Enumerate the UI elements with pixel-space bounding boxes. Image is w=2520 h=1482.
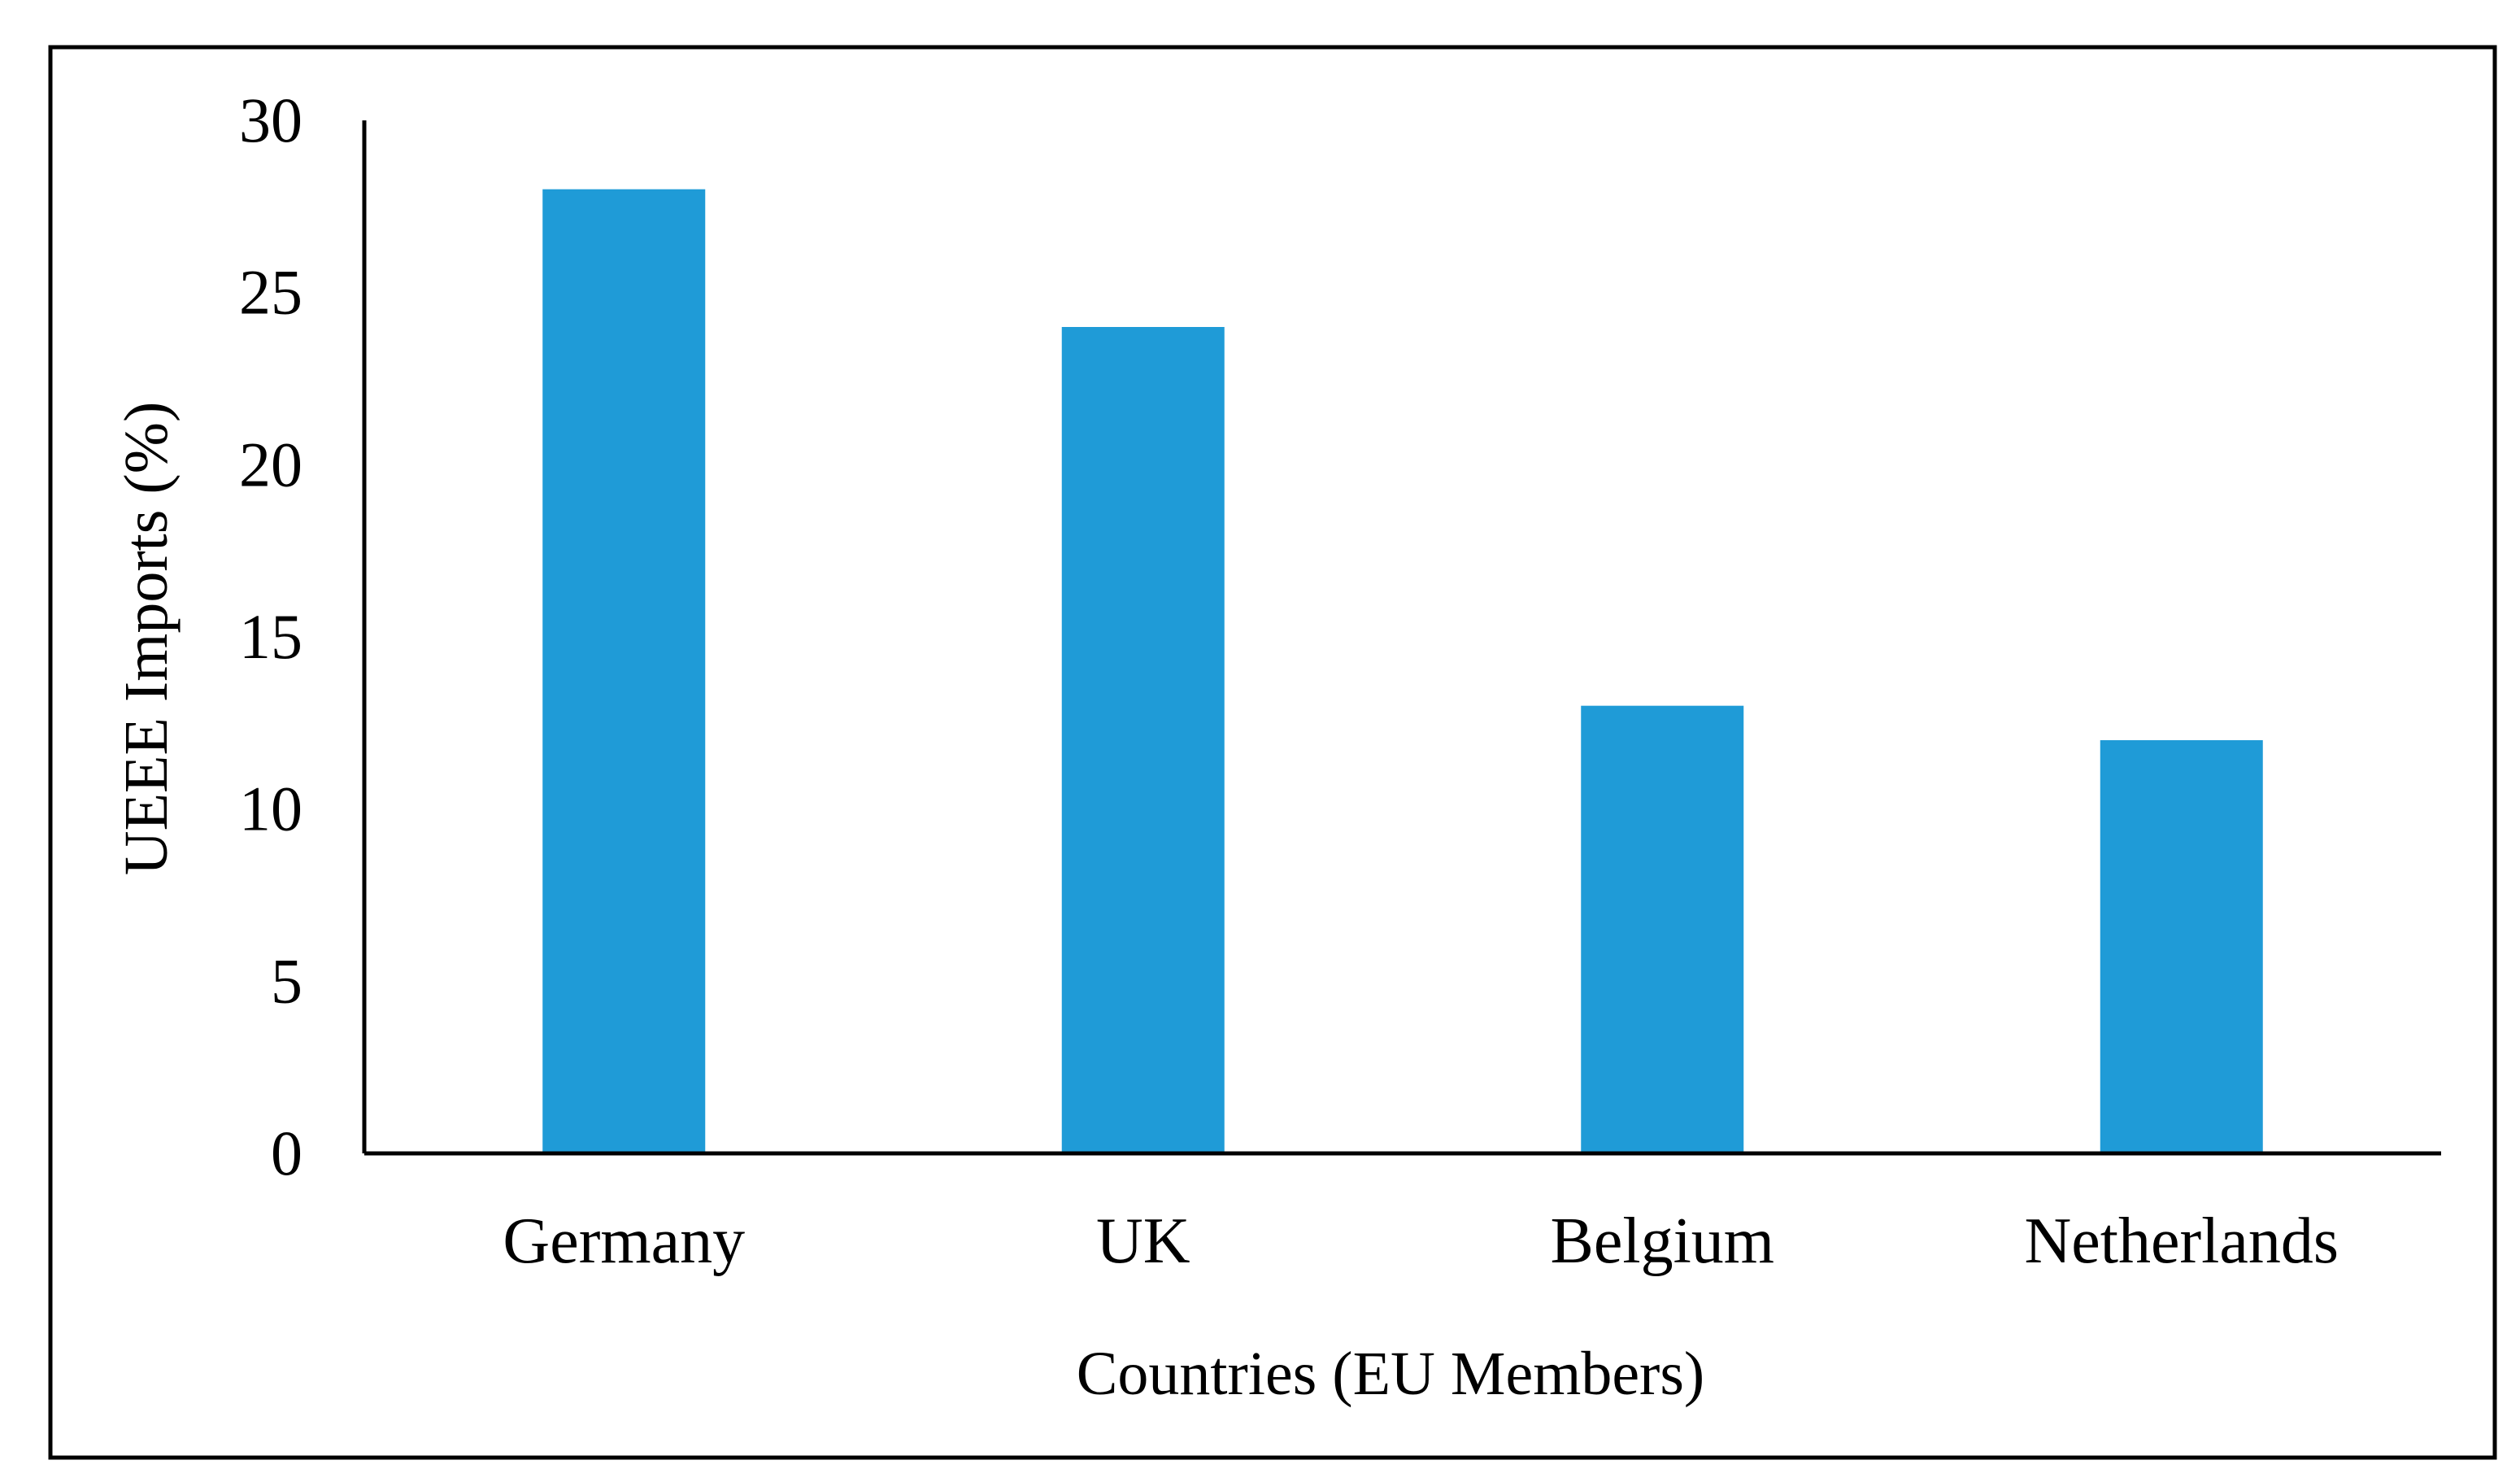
- y-tick-label: 10: [239, 774, 302, 844]
- x-tick-labels: Germany UK Belgium Netherlands: [503, 1205, 2339, 1277]
- bar-uk: [1061, 327, 1225, 1153]
- y-tick-labels: 0 5 10 15 20 25 30: [239, 85, 302, 1188]
- x-tick-label: Netherlands: [2024, 1205, 2339, 1277]
- y-tick-label: 5: [271, 945, 302, 1016]
- y-tick-label: 15: [239, 601, 302, 672]
- bars: [542, 189, 2263, 1154]
- bar-netherlands: [2100, 740, 2263, 1153]
- y-tick-label: 0: [271, 1118, 302, 1188]
- y-tick-label: 25: [239, 257, 302, 328]
- chart-frame: [48, 45, 2497, 1460]
- x-tick-label: Belgium: [1550, 1205, 1774, 1277]
- y-tick-label: 30: [239, 85, 302, 155]
- x-tick-label: Germany: [503, 1205, 745, 1277]
- y-tick-label: 20: [239, 429, 302, 499]
- x-axis-title: Countries (EU Members): [1077, 1340, 1705, 1408]
- y-axis-title: UEEE Imports (%): [112, 402, 181, 876]
- x-tick-label: UK: [1096, 1205, 1190, 1277]
- bar-germany: [542, 189, 706, 1154]
- bar-belgium: [1581, 705, 1744, 1153]
